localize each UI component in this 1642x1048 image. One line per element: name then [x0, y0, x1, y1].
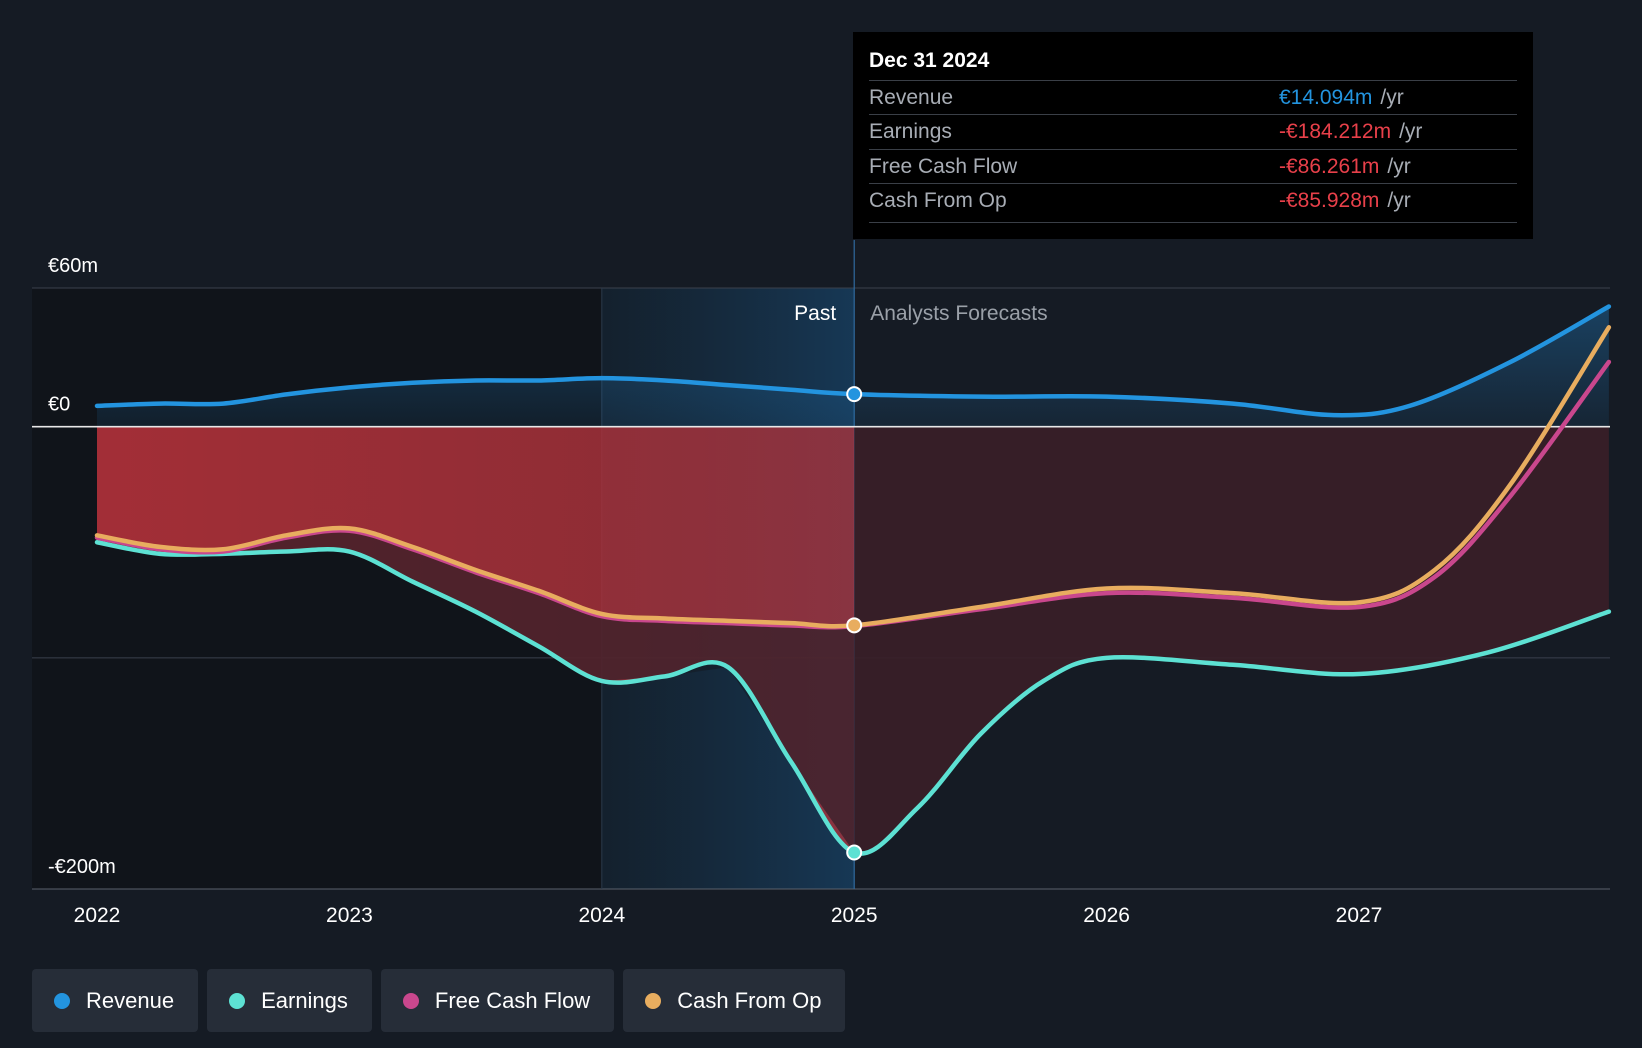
tooltip-unit: /yr	[1399, 120, 1423, 143]
chart: €60m €0 -€200m 2022 2023 2024 2025 2026 2027 Past…	[32, 240, 1612, 927]
tooltip-value: -€86.261m	[1279, 155, 1380, 178]
x-tick-label: 2025	[831, 904, 878, 927]
legend-label: Earnings	[261, 987, 348, 1013]
marker-revenue	[846, 386, 863, 403]
legend-dot-icon	[645, 992, 662, 1009]
tooltip-label: Free Cash Flow	[869, 155, 1018, 178]
series-line-earnings	[94, 540, 1612, 856]
tooltip-label: Revenue	[869, 86, 954, 109]
series-line-free-cash-flow	[94, 359, 1612, 630]
tooltip-divider	[869, 222, 1517, 223]
tooltip-value: €14.094m	[1279, 86, 1373, 109]
x-tick-label: 2027	[1336, 904, 1383, 927]
legend-label: Cash From Op	[677, 987, 822, 1013]
past-label: Past	[794, 302, 836, 325]
legend-item-free-cash-flow[interactable]: Free Cash Flow	[380, 969, 615, 1032]
tooltip-unit: /yr	[1387, 189, 1411, 212]
x-tick-label: 2023	[326, 904, 373, 927]
legend-dot-icon	[229, 992, 246, 1009]
earnings-area-forecast	[854, 426, 1609, 854]
tooltip-date: Dec 31 2024	[869, 49, 990, 72]
marker-cash-from-op	[846, 617, 863, 634]
tooltip: Dec 31 2024 Revenue €14.094m /yr Earning…	[853, 32, 1533, 239]
tooltip-unit: /yr	[1380, 86, 1404, 109]
legend-item-cash-from-op[interactable]: Cash From Op	[623, 969, 846, 1032]
series-line-revenue	[94, 304, 1612, 418]
series-line-cash-from-op	[94, 325, 1612, 629]
legend: Revenue Earnings Free Cash Flow Cash Fro…	[32, 969, 846, 1032]
tooltip-row-revenue: Revenue €14.094m /yr	[869, 80, 1517, 115]
legend-label: Revenue	[86, 987, 175, 1013]
tooltip-row-earnings: Earnings -€184.212m /yr	[869, 114, 1517, 149]
legend-dot-icon	[54, 992, 70, 1009]
revenue-area	[97, 306, 1609, 427]
legend-item-earnings[interactable]: Earnings	[207, 969, 372, 1032]
tooltip-unit: /yr	[1387, 155, 1411, 178]
tooltip-label: Earnings	[869, 120, 952, 143]
y-tick-label: -€200m	[48, 856, 116, 878]
x-tick-label: 2026	[1083, 904, 1130, 927]
marker-earnings	[846, 844, 863, 861]
legend-label: Free Cash Flow	[434, 987, 591, 1013]
x-tick-label: 2022	[74, 904, 121, 927]
x-tick-label: 2024	[578, 904, 625, 927]
tooltip-value: -€85.928m	[1279, 189, 1380, 212]
y-tick-label: €60m	[48, 255, 98, 277]
tooltip-row-cash-from-op: Cash From Op -€85.928m /yr	[869, 183, 1517, 218]
tooltip-label: Cash From Op	[869, 189, 1007, 212]
tooltip-value: -€184.212m	[1279, 120, 1392, 143]
legend-dot-icon	[402, 992, 419, 1009]
y-tick-label: €0	[48, 394, 70, 416]
forecast-label: Analysts Forecasts	[870, 302, 1047, 325]
legend-item-revenue[interactable]: Revenue	[32, 969, 199, 1032]
lower-band	[97, 528, 855, 853]
tooltip-row-free-cash-flow: Free Cash Flow -€86.261m /yr	[869, 149, 1517, 184]
